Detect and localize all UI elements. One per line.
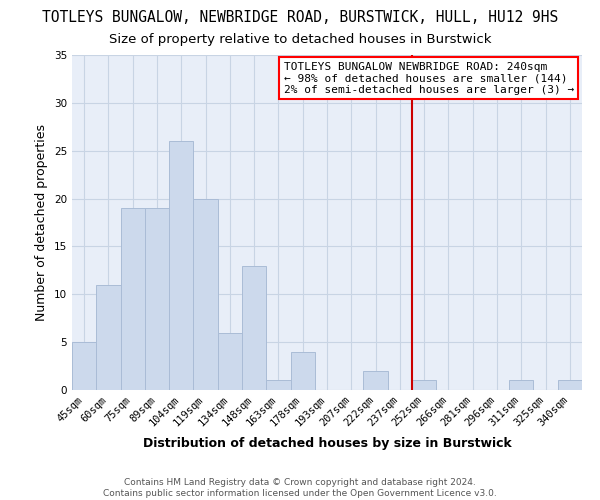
Bar xyxy=(558,380,582,390)
Bar xyxy=(96,284,121,390)
Bar xyxy=(509,380,533,390)
Bar xyxy=(218,332,242,390)
Bar xyxy=(72,342,96,390)
X-axis label: Distribution of detached houses by size in Burstwick: Distribution of detached houses by size … xyxy=(143,437,511,450)
Text: TOTLEYS BUNGALOW NEWBRIDGE ROAD: 240sqm
← 98% of detached houses are smaller (14: TOTLEYS BUNGALOW NEWBRIDGE ROAD: 240sqm … xyxy=(284,62,574,95)
Bar xyxy=(266,380,290,390)
Bar xyxy=(412,380,436,390)
Bar xyxy=(193,198,218,390)
Text: TOTLEYS BUNGALOW, NEWBRIDGE ROAD, BURSTWICK, HULL, HU12 9HS: TOTLEYS BUNGALOW, NEWBRIDGE ROAD, BURSTW… xyxy=(42,10,558,25)
Bar xyxy=(169,141,193,390)
Bar xyxy=(145,208,169,390)
Bar xyxy=(242,266,266,390)
Y-axis label: Number of detached properties: Number of detached properties xyxy=(35,124,49,321)
Text: Size of property relative to detached houses in Burstwick: Size of property relative to detached ho… xyxy=(109,32,491,46)
Text: Contains HM Land Registry data © Crown copyright and database right 2024.
Contai: Contains HM Land Registry data © Crown c… xyxy=(103,478,497,498)
Bar xyxy=(290,352,315,390)
Bar xyxy=(121,208,145,390)
Bar xyxy=(364,371,388,390)
